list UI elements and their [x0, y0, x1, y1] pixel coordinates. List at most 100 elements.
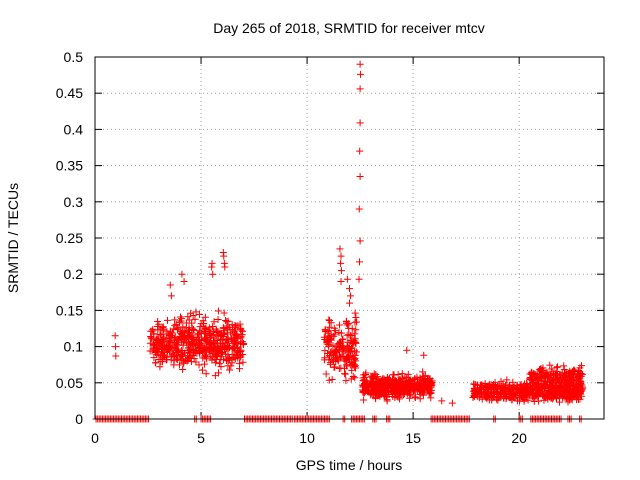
data-point	[159, 337, 167, 345]
data-point	[474, 381, 482, 389]
data-point	[180, 358, 188, 366]
data-point	[190, 335, 198, 343]
data-point	[448, 399, 456, 407]
data-point	[174, 326, 182, 334]
data-point	[337, 338, 345, 346]
data-point	[167, 343, 175, 351]
data-point	[388, 387, 396, 395]
data-point	[160, 348, 168, 356]
data-point	[542, 370, 550, 378]
data-point	[176, 313, 184, 321]
data-point	[343, 321, 351, 329]
x-tick-label: 0	[91, 430, 99, 446]
data-point	[392, 382, 400, 390]
data-point	[209, 270, 217, 278]
data-point	[178, 270, 186, 278]
data-point	[218, 336, 226, 344]
data-point	[178, 315, 186, 323]
data-point	[371, 394, 379, 402]
data-point	[238, 327, 246, 335]
data-point	[352, 364, 360, 372]
data-point	[326, 352, 334, 360]
data-point	[356, 60, 364, 68]
data-point	[470, 384, 478, 392]
data-point	[569, 375, 577, 383]
data-point	[400, 391, 408, 399]
data-point	[553, 363, 561, 371]
data-point	[356, 119, 364, 127]
data-point	[202, 370, 210, 378]
data-point	[503, 376, 511, 384]
data-point	[351, 347, 359, 355]
data-point	[349, 373, 357, 381]
x-axis-title: GPS time / hours	[296, 457, 403, 473]
data-point	[331, 346, 339, 354]
data-point	[427, 389, 435, 397]
data-point	[325, 376, 333, 384]
data-point	[151, 359, 159, 367]
data-point	[157, 325, 165, 333]
data-point	[333, 354, 341, 362]
data-point	[197, 320, 205, 328]
data-point	[411, 394, 419, 402]
data-point	[380, 381, 388, 389]
data-point	[487, 391, 495, 399]
data-point	[228, 359, 236, 367]
data-point	[112, 352, 120, 360]
data-point	[201, 360, 209, 368]
data-point	[337, 252, 345, 260]
data-point	[344, 353, 352, 361]
data-point	[522, 393, 530, 401]
data-point	[181, 349, 189, 357]
data-point	[575, 373, 583, 381]
data-point	[411, 387, 419, 395]
data-point	[321, 354, 329, 362]
data-point	[339, 345, 347, 353]
data-point	[321, 335, 329, 343]
data-point	[329, 342, 337, 350]
data-point	[220, 342, 228, 350]
data-point	[202, 327, 210, 335]
data-point	[516, 389, 524, 397]
data-point	[371, 380, 379, 388]
data-point	[401, 373, 409, 381]
data-point	[182, 319, 190, 327]
data-point	[346, 285, 353, 293]
data-point	[504, 388, 512, 396]
data-point	[206, 341, 214, 349]
data-point	[538, 382, 546, 390]
data-point	[236, 320, 244, 328]
data-point	[223, 355, 231, 363]
y-tick-label: 0.1	[64, 339, 84, 355]
data-point	[530, 375, 538, 383]
x-tick-labels: 0 5 10 15 20	[91, 430, 527, 446]
data-point	[473, 387, 481, 395]
data-point	[498, 384, 506, 392]
data-point	[395, 390, 403, 398]
data-point	[360, 396, 368, 404]
data-point	[321, 328, 329, 336]
data-point	[175, 318, 183, 326]
data-point	[553, 395, 561, 403]
data-point	[420, 372, 428, 380]
data-point	[357, 70, 365, 78]
data-point	[195, 361, 203, 369]
data-point	[352, 313, 360, 321]
y-tick-label: 0.25	[56, 230, 83, 246]
data-point	[214, 315, 222, 323]
data-point	[478, 395, 486, 403]
data-point	[224, 362, 232, 370]
data-point	[332, 342, 340, 350]
data-point	[178, 329, 186, 337]
data-point	[540, 396, 548, 404]
x-tick-label: 20	[511, 430, 527, 446]
data-point	[337, 259, 345, 267]
data-point	[526, 391, 534, 399]
data-point	[345, 331, 353, 339]
data-point	[189, 311, 197, 319]
y-tick-label: 0.15	[56, 302, 83, 318]
data-point	[192, 308, 200, 316]
data-point	[157, 343, 165, 351]
data-point	[188, 340, 196, 348]
data-point	[548, 371, 556, 379]
